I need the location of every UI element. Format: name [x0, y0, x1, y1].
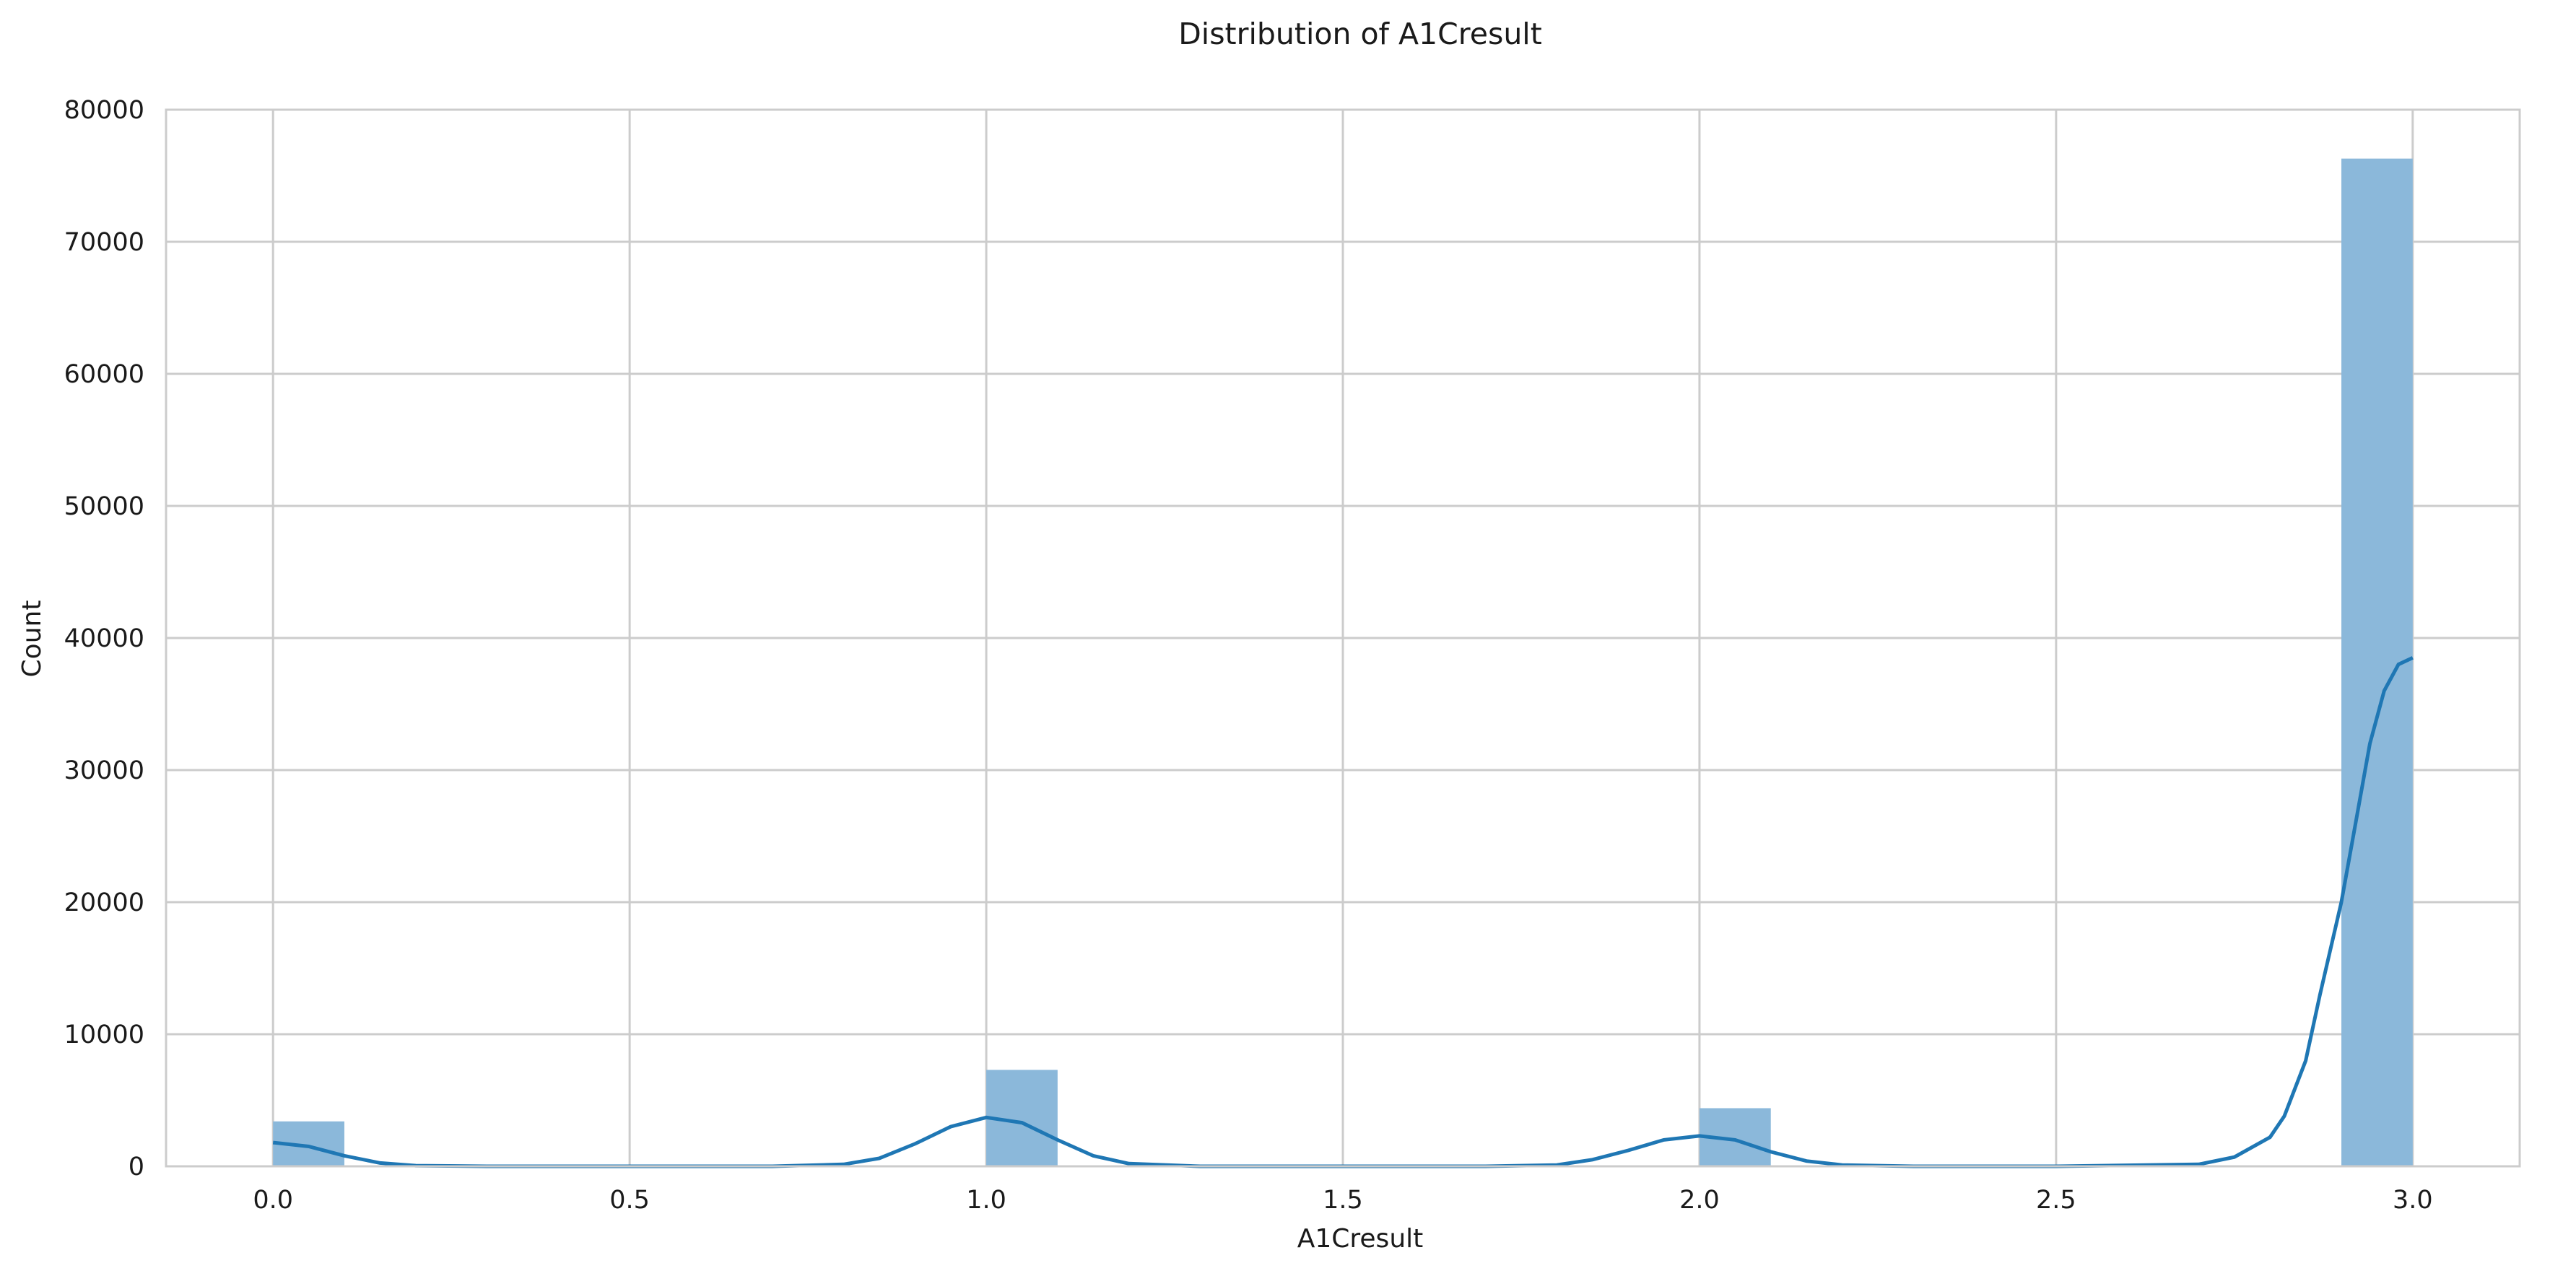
y-tick-labels: 0 10000 20000 30000 40000 50000 60000 70000 8000… [64, 96, 144, 1181]
x-tick-label: 0.5 [609, 1186, 650, 1215]
y-tick-label: 10000 [64, 1021, 144, 1049]
x-tick-labels: 0.0 0.5 1.0 1.5 2.0 2.5 3.0 [253, 1186, 2432, 1215]
x-tick-label: 0.0 [253, 1186, 293, 1215]
x-tick-label: 2.5 [2036, 1186, 2076, 1215]
x-axis-label: A1Cresult [1297, 1224, 1424, 1254]
y-tick-label: 60000 [64, 360, 144, 389]
y-tick-label: 70000 [64, 228, 144, 257]
y-tick-label: 0 [129, 1153, 144, 1181]
y-tick-label: 80000 [64, 96, 144, 125]
y-tick-label: 20000 [64, 888, 144, 917]
y-axis-label: Count [17, 600, 47, 678]
y-tick-label: 30000 [64, 756, 144, 785]
x-tick-label: 1.5 [1323, 1186, 1363, 1215]
x-tick-label: 2.0 [1679, 1186, 1720, 1215]
y-tick-label: 50000 [64, 492, 144, 521]
x-tick-label: 1.0 [966, 1186, 1006, 1215]
plot-frame [165, 108, 2521, 1168]
chart-title: Distribution of A1Cresult [1178, 17, 1542, 51]
y-tick-label: 40000 [64, 624, 144, 653]
x-tick-label: 3.0 [2393, 1186, 2433, 1215]
